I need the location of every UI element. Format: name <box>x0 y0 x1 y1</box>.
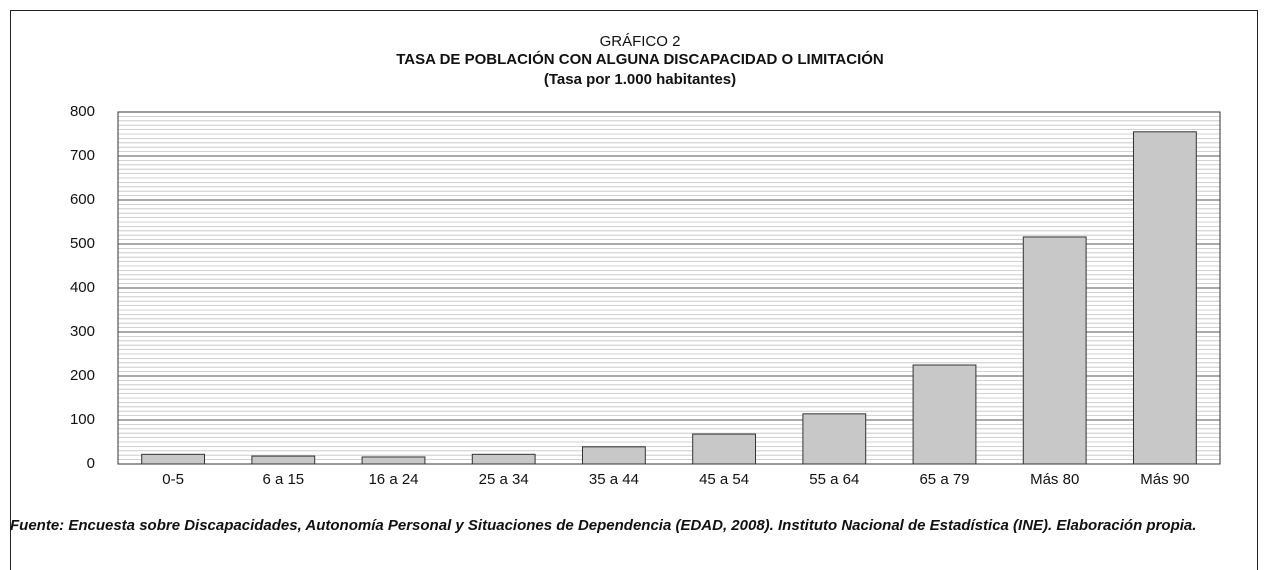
x-tick-label: Más 80 <box>1030 471 1079 488</box>
source-note: Fuente: Encuesta sobre Discapacidades, A… <box>10 517 1197 534</box>
y-tick-label: 700 <box>70 147 95 164</box>
frame <box>10 10 1258 570</box>
bar <box>471 453 536 465</box>
x-tick-label: 25 a 34 <box>479 471 529 488</box>
bar <box>251 455 316 465</box>
chart-subtitle: TASA DE POBLACIÓN CON ALGUNA DISCAPACIDA… <box>396 50 884 68</box>
x-tick-label: 16 a 24 <box>368 471 418 488</box>
x-tick-label: 6 a 15 <box>262 471 304 488</box>
x-tick-label: Más 90 <box>1140 471 1189 488</box>
bar <box>581 446 646 465</box>
x-tick-label: 55 a 64 <box>809 471 859 488</box>
y-tick-label: 0 <box>87 455 95 472</box>
bar <box>692 433 757 465</box>
bar <box>1022 236 1087 465</box>
chart-unit: (Tasa por 1.000 habitantes) <box>544 71 736 88</box>
x-tick-label: 45 a 54 <box>699 471 749 488</box>
y-tick-label: 600 <box>70 191 95 208</box>
y-tick-label: 400 <box>70 279 95 296</box>
x-tick-label: 0-5 <box>162 471 184 488</box>
y-tick-label: 100 <box>70 411 95 428</box>
y-tick-label: 200 <box>70 367 95 384</box>
bar <box>802 413 867 465</box>
y-tick-label: 800 <box>70 103 95 120</box>
y-tick-label: 300 <box>70 323 95 340</box>
plot-area <box>117 111 1221 465</box>
x-tick-label: 35 a 44 <box>589 471 639 488</box>
bar <box>1132 131 1197 465</box>
chart-title: GRÁFICO 2 <box>600 33 681 50</box>
x-tick-label: 65 a 79 <box>919 471 969 488</box>
bar <box>141 453 206 465</box>
y-tick-label: 500 <box>70 235 95 252</box>
bar <box>912 364 977 465</box>
bar <box>361 456 426 465</box>
